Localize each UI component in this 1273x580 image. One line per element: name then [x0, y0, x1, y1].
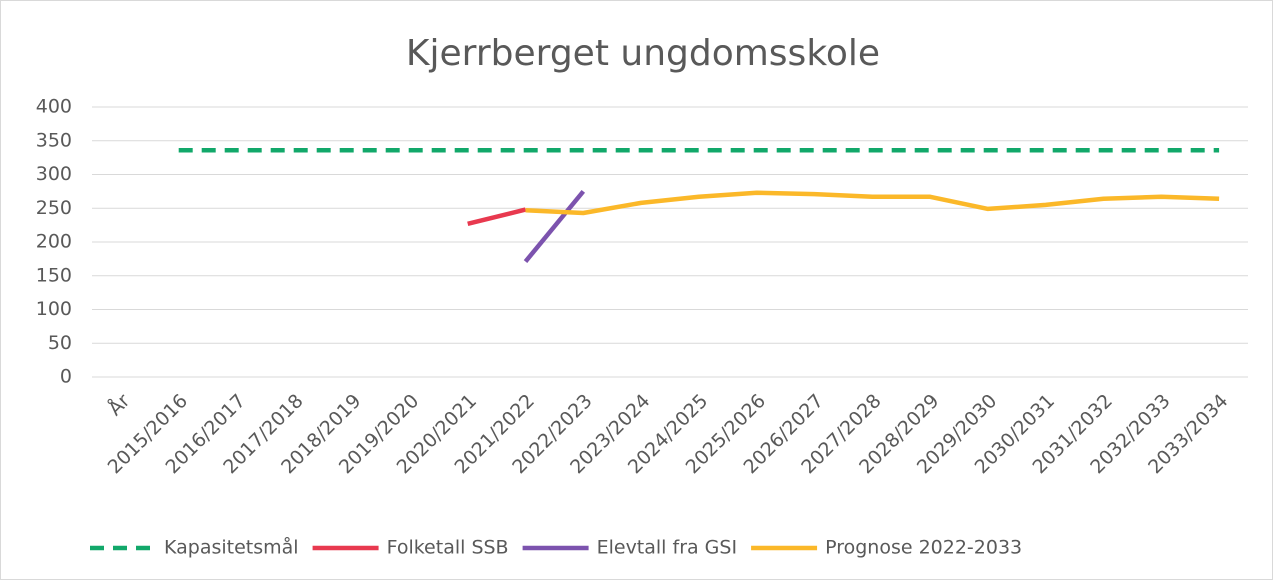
- y-tick-label: 0: [60, 366, 72, 388]
- y-tick-label: 200: [36, 231, 72, 253]
- y-tick-label: 250: [36, 197, 72, 219]
- legend-label: Kapasitetsmål: [164, 536, 299, 559]
- series-line: [525, 190, 1220, 216]
- y-tick-label: 150: [36, 264, 72, 286]
- y-tick-label: 300: [36, 163, 72, 185]
- y-tick-label: 400: [36, 96, 72, 118]
- series-line: [523, 189, 586, 264]
- chart-title: Kjerrberget ungdomsskole: [406, 33, 880, 74]
- legend-label: Prognose 2022-2033: [825, 537, 1022, 559]
- y-tick-label: 100: [36, 298, 72, 320]
- legend-label: Folketall SSB: [387, 537, 509, 559]
- legend-label: Elevtall fra GSI: [597, 537, 737, 559]
- series-line: [467, 207, 527, 226]
- y-tick-label: 350: [36, 129, 72, 151]
- y-tick-label: 50: [48, 332, 72, 354]
